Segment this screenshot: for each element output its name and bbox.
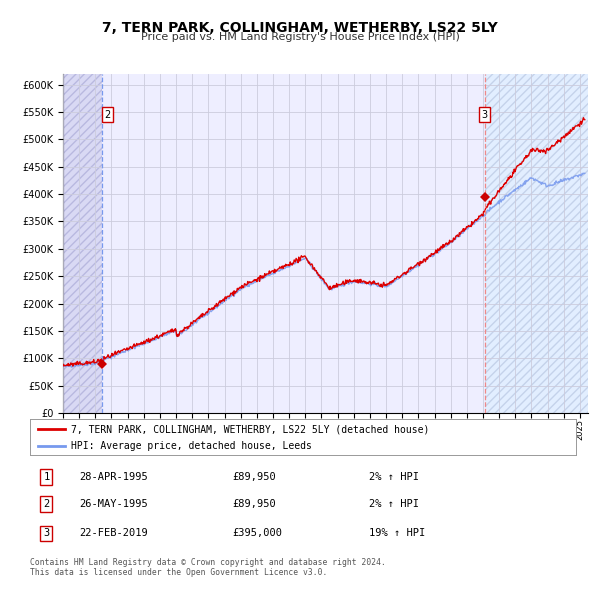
Bar bbox=[63, 74, 102, 413]
Text: 7, TERN PARK, COLLINGHAM, WETHERBY, LS22 5LY (detached house): 7, TERN PARK, COLLINGHAM, WETHERBY, LS22… bbox=[71, 424, 430, 434]
Text: 7, TERN PARK, COLLINGHAM, WETHERBY, LS22 5LY: 7, TERN PARK, COLLINGHAM, WETHERBY, LS22… bbox=[102, 21, 498, 35]
Text: 19% ↑ HPI: 19% ↑ HPI bbox=[368, 529, 425, 539]
Text: 2: 2 bbox=[104, 110, 110, 120]
Text: 2% ↑ HPI: 2% ↑ HPI bbox=[368, 499, 419, 509]
Text: 26-MAY-1995: 26-MAY-1995 bbox=[79, 499, 148, 509]
Text: 3: 3 bbox=[481, 110, 487, 120]
Text: 3: 3 bbox=[43, 529, 50, 539]
Text: 2: 2 bbox=[43, 499, 50, 509]
Text: 2% ↑ HPI: 2% ↑ HPI bbox=[368, 472, 419, 481]
Text: 28-APR-1995: 28-APR-1995 bbox=[79, 472, 148, 481]
Text: £89,950: £89,950 bbox=[232, 499, 276, 509]
Text: Price paid vs. HM Land Registry's House Price Index (HPI): Price paid vs. HM Land Registry's House … bbox=[140, 32, 460, 42]
Text: 1: 1 bbox=[43, 472, 50, 481]
Text: £89,950: £89,950 bbox=[232, 472, 276, 481]
Bar bbox=[63, 74, 102, 413]
Bar bbox=[485, 74, 588, 413]
Text: HPI: Average price, detached house, Leeds: HPI: Average price, detached house, Leed… bbox=[71, 441, 312, 451]
Bar bbox=[485, 74, 588, 413]
Text: Contains HM Land Registry data © Crown copyright and database right 2024.
This d: Contains HM Land Registry data © Crown c… bbox=[30, 558, 386, 577]
Text: 22-FEB-2019: 22-FEB-2019 bbox=[79, 529, 148, 539]
Text: £395,000: £395,000 bbox=[232, 529, 282, 539]
